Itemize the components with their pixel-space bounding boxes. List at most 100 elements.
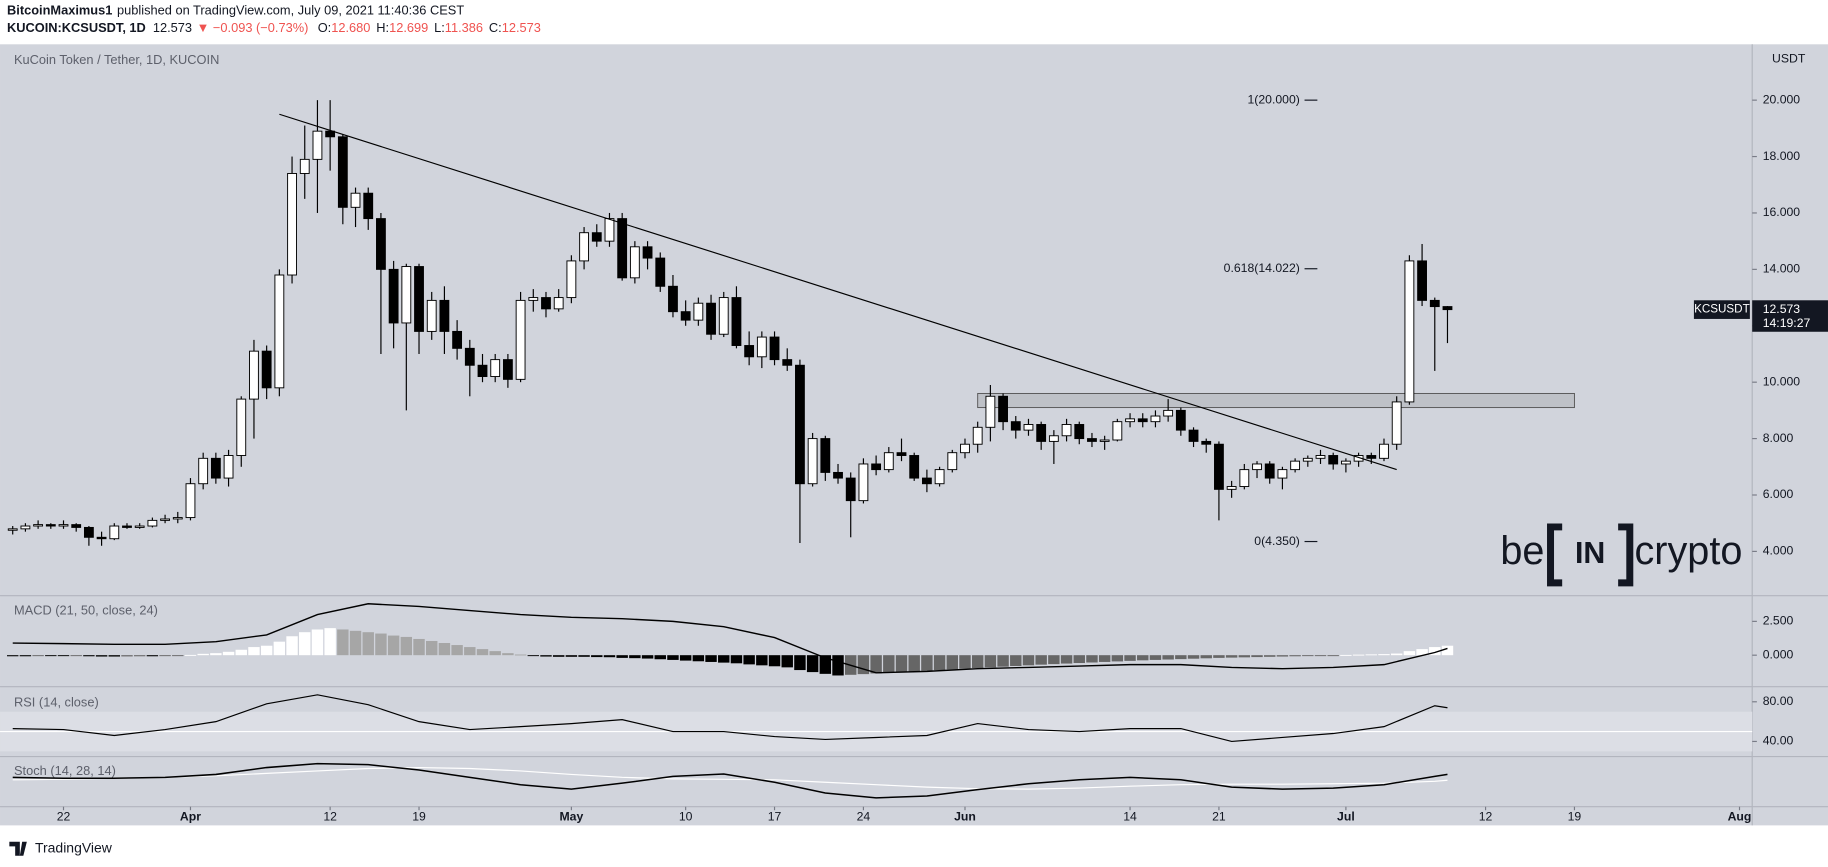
watermark: be IN crypto — [1500, 523, 1742, 587]
watermark-bracket — [1547, 523, 1634, 587]
footer-logo — [9, 841, 27, 856]
macd-histogram-bar — [1441, 645, 1454, 656]
candle-body — [477, 364, 488, 378]
macd-histogram-bar — [1276, 655, 1289, 657]
candle-body — [591, 232, 602, 242]
ohlc-value: 12.573 — [502, 21, 541, 36]
macd-histogram-bar — [1035, 655, 1047, 665]
currency: USDT — [1772, 52, 1806, 66]
pane-title: RSI (14, close) — [14, 694, 99, 709]
candle-body — [83, 526, 94, 538]
macd-histogram-bar — [1149, 655, 1162, 660]
macd-histogram-bar — [616, 655, 628, 658]
macd-histogram-bar — [222, 651, 235, 656]
candle-body — [1188, 429, 1199, 442]
candle-body — [1048, 435, 1059, 442]
macd-histogram-bar — [489, 651, 501, 656]
candle-body — [782, 359, 793, 366]
x-tick-label: 19 — [1568, 809, 1582, 823]
stoch-d-line — [12, 766, 1448, 790]
macd-histogram-bar — [476, 649, 489, 656]
change: ▼ −0.093 (−0.73%) — [197, 21, 309, 36]
macd-histogram-bar — [1327, 655, 1339, 657]
macd-histogram-bar — [718, 655, 730, 663]
candle-body — [96, 536, 107, 540]
macd-histogram-bar — [70, 655, 82, 657]
candle-body — [299, 158, 310, 174]
candle-body — [579, 232, 589, 262]
macd-histogram-bar — [108, 655, 121, 657]
candle-body — [147, 519, 158, 527]
macd-histogram-bar — [514, 654, 527, 656]
candle-body — [58, 524, 69, 527]
candle-body — [960, 443, 970, 454]
candle-body — [376, 218, 386, 270]
candle-body — [1290, 460, 1301, 471]
macd-histogram-bar — [1022, 655, 1035, 666]
candle-body — [1214, 443, 1224, 490]
candle-body — [972, 426, 983, 445]
candle-body — [363, 192, 374, 220]
macd-histogram-bar — [1365, 654, 1378, 656]
macd-histogram-bar — [362, 632, 374, 656]
candle-body — [33, 524, 44, 527]
watermark-text: be — [1500, 529, 1544, 573]
y-tick-label: 6.000 — [1763, 487, 1794, 501]
macd-histogram-bar — [83, 655, 95, 657]
macd-histogram-bar — [552, 655, 565, 657]
rsi-line — [12, 694, 1448, 743]
last: 12.573 — [153, 21, 192, 36]
macd-histogram-bar — [997, 655, 1009, 667]
macd-histogram-bar — [260, 645, 273, 656]
candle-body — [921, 477, 932, 485]
macd-histogram-bar — [679, 655, 692, 661]
candle-body — [1328, 455, 1339, 465]
x-tick-label: Jun — [954, 809, 976, 823]
macd-histogram-bar — [210, 653, 222, 656]
macd-histogram-bar — [870, 655, 882, 674]
candle-body — [1201, 440, 1212, 445]
macd-histogram-bar — [172, 655, 184, 657]
macd-histogram-bar — [971, 655, 984, 669]
macd-histogram-bar — [502, 653, 514, 656]
macd-histogram-bar — [768, 655, 781, 667]
macd-histogram-bar — [349, 630, 362, 656]
candle-body — [553, 297, 564, 310]
candle-body — [426, 299, 437, 332]
candle-body — [934, 469, 945, 485]
y-tick-label: 20.000 — [1763, 92, 1801, 106]
macd-histogram-bar — [908, 655, 920, 672]
candle-body — [706, 302, 716, 335]
candle-body — [439, 299, 450, 332]
candle-body — [1252, 463, 1262, 471]
y-tick-label: 16.000 — [1763, 205, 1801, 219]
candle-body — [541, 297, 551, 310]
x-tick-label: 24 — [857, 809, 871, 823]
macd-histogram-bar — [540, 655, 552, 657]
macd-histogram-bar — [426, 640, 438, 656]
macd-histogram-bar — [1302, 655, 1314, 657]
macd-histogram-bar — [1378, 654, 1390, 656]
x-tick-label: 12 — [1479, 809, 1493, 823]
candle-body — [1036, 424, 1047, 442]
x-tick-label: 22 — [57, 809, 71, 823]
candle-body — [1163, 409, 1174, 417]
macd-histogram-bar — [1340, 654, 1352, 656]
macd-histogram-bar — [984, 655, 997, 668]
macd-histogram-bar — [133, 655, 146, 657]
candle-body — [1074, 424, 1085, 440]
candle-body — [1277, 469, 1288, 479]
candle-body — [1379, 443, 1389, 459]
candle-body — [1302, 457, 1313, 462]
macd-histogram-bar — [1264, 655, 1276, 657]
candle-body — [388, 268, 399, 324]
y-tick-label: 18.000 — [1763, 149, 1801, 163]
macd-histogram-bar — [857, 655, 870, 675]
ohlc-value: 11.386 — [445, 21, 483, 36]
watermark-text: IN — [1575, 537, 1605, 570]
macd-histogram-bar — [730, 655, 743, 664]
candle-body — [1137, 418, 1148, 423]
macd-histogram-bar — [603, 655, 616, 658]
macd-histogram-bar — [1314, 655, 1327, 657]
